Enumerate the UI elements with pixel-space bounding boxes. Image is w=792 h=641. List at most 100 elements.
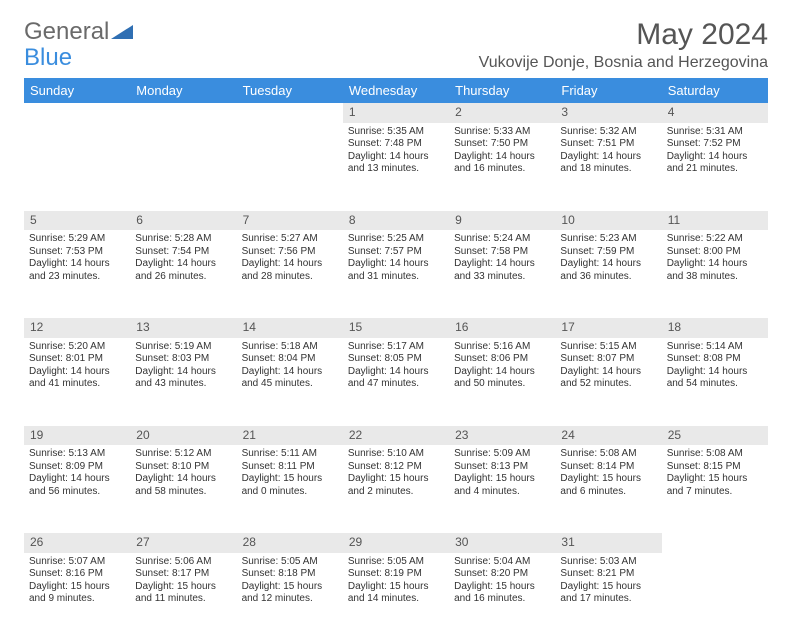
day-content-row: Sunrise: 5:29 AMSunset: 7:53 PMDaylight:… [24,230,768,318]
d1-text: Daylight: 14 hours [242,258,338,271]
sunset-text: Sunset: 7:53 PM [29,246,125,259]
day-number-cell: 6 [130,211,236,231]
day-cell: Sunrise: 5:31 AMSunset: 7:52 PMDaylight:… [662,123,768,211]
day-number-cell: 15 [343,318,449,338]
d1-text: Daylight: 15 hours [242,473,338,486]
d1-text: Daylight: 14 hours [135,366,231,379]
sunset-text: Sunset: 8:19 PM [348,568,444,581]
d2-text: and 11 minutes. [135,593,231,606]
day-number-cell: 1 [343,103,449,123]
sunset-text: Sunset: 8:14 PM [560,461,656,474]
day-cell: Sunrise: 5:25 AMSunset: 7:57 PMDaylight:… [343,230,449,318]
day-number-row: 567891011 [24,211,768,231]
sunrise-text: Sunrise: 5:05 AM [242,556,338,569]
d2-text: and 18 minutes. [560,163,656,176]
day-number-row: 19202122232425 [24,426,768,446]
day-number-cell: 21 [237,426,343,446]
day-content-row: Sunrise: 5:35 AMSunset: 7:48 PMDaylight:… [24,123,768,211]
day-cell: Sunrise: 5:35 AMSunset: 7:48 PMDaylight:… [343,123,449,211]
d2-text: and 2 minutes. [348,486,444,499]
sunset-text: Sunset: 8:08 PM [667,353,763,366]
sunrise-text: Sunrise: 5:07 AM [29,556,125,569]
logo-triangle-icon [111,18,133,46]
day-cell: Sunrise: 5:03 AMSunset: 8:21 PMDaylight:… [555,553,661,641]
sunrise-text: Sunrise: 5:33 AM [454,126,550,139]
sunset-text: Sunset: 8:01 PM [29,353,125,366]
d1-text: Daylight: 14 hours [560,151,656,164]
d1-text: Daylight: 14 hours [667,258,763,271]
d1-text: Daylight: 15 hours [454,473,550,486]
d2-text: and 43 minutes. [135,378,231,391]
day-content-row: Sunrise: 5:07 AMSunset: 8:16 PMDaylight:… [24,553,768,641]
d2-text: and 7 minutes. [667,486,763,499]
day-number-cell: 17 [555,318,661,338]
calendar-body: 1234Sunrise: 5:35 AMSunset: 7:48 PMDayli… [24,103,768,641]
d1-text: Daylight: 15 hours [29,581,125,594]
d1-text: Daylight: 14 hours [135,473,231,486]
sunset-text: Sunset: 8:03 PM [135,353,231,366]
day-cell: Sunrise: 5:27 AMSunset: 7:56 PMDaylight:… [237,230,343,318]
day-number-cell: 5 [24,211,130,231]
day-number-cell: 20 [130,426,236,446]
day-number-cell [24,103,130,123]
d2-text: and 21 minutes. [667,163,763,176]
d1-text: Daylight: 15 hours [454,581,550,594]
sunrise-text: Sunrise: 5:13 AM [29,448,125,461]
day-number-row: 262728293031 [24,533,768,553]
sunset-text: Sunset: 8:15 PM [667,461,763,474]
d1-text: Daylight: 15 hours [135,581,231,594]
d2-text: and 17 minutes. [560,593,656,606]
weekday-header: Wednesday [343,78,449,103]
sunset-text: Sunset: 8:17 PM [135,568,231,581]
sunset-text: Sunset: 7:56 PM [242,246,338,259]
day-number-cell: 22 [343,426,449,446]
day-cell [662,553,768,641]
day-cell: Sunrise: 5:19 AMSunset: 8:03 PMDaylight:… [130,338,236,426]
day-cell: Sunrise: 5:22 AMSunset: 8:00 PMDaylight:… [662,230,768,318]
sunset-text: Sunset: 8:21 PM [560,568,656,581]
d1-text: Daylight: 15 hours [667,473,763,486]
day-cell: Sunrise: 5:24 AMSunset: 7:58 PMDaylight:… [449,230,555,318]
logo-line2: Blue [24,44,72,72]
d2-text: and 31 minutes. [348,271,444,284]
sunset-text: Sunset: 8:18 PM [242,568,338,581]
sunrise-text: Sunrise: 5:20 AM [29,341,125,354]
day-number-cell: 10 [555,211,661,231]
d2-text: and 26 minutes. [135,271,231,284]
sunset-text: Sunset: 8:16 PM [29,568,125,581]
d2-text: and 52 minutes. [560,378,656,391]
sunset-text: Sunset: 7:57 PM [348,246,444,259]
d1-text: Daylight: 14 hours [667,366,763,379]
day-cell: Sunrise: 5:33 AMSunset: 7:50 PMDaylight:… [449,123,555,211]
day-cell: Sunrise: 5:12 AMSunset: 8:10 PMDaylight:… [130,445,236,533]
sunrise-text: Sunrise: 5:29 AM [29,233,125,246]
day-cell: Sunrise: 5:28 AMSunset: 7:54 PMDaylight:… [130,230,236,318]
sunrise-text: Sunrise: 5:25 AM [348,233,444,246]
d1-text: Daylight: 15 hours [242,581,338,594]
sunrise-text: Sunrise: 5:04 AM [454,556,550,569]
d2-text: and 56 minutes. [29,486,125,499]
sunrise-text: Sunrise: 5:16 AM [454,341,550,354]
day-number-cell: 11 [662,211,768,231]
weekday-header: Saturday [662,78,768,103]
d2-text: and 38 minutes. [667,271,763,284]
day-cell: Sunrise: 5:07 AMSunset: 8:16 PMDaylight:… [24,553,130,641]
day-number-cell: 12 [24,318,130,338]
d1-text: Daylight: 14 hours [29,258,125,271]
d1-text: Daylight: 15 hours [348,581,444,594]
weekday-header: Tuesday [237,78,343,103]
day-number-row: 12131415161718 [24,318,768,338]
sunset-text: Sunset: 7:51 PM [560,138,656,151]
day-cell: Sunrise: 5:10 AMSunset: 8:12 PMDaylight:… [343,445,449,533]
d2-text: and 28 minutes. [242,271,338,284]
sunset-text: Sunset: 8:09 PM [29,461,125,474]
d2-text: and 36 minutes. [560,271,656,284]
d1-text: Daylight: 14 hours [560,366,656,379]
day-number-cell: 31 [555,533,661,553]
d1-text: Daylight: 14 hours [667,151,763,164]
sunrise-text: Sunrise: 5:09 AM [454,448,550,461]
sunset-text: Sunset: 7:50 PM [454,138,550,151]
sunset-text: Sunset: 8:00 PM [667,246,763,259]
d2-text: and 33 minutes. [454,271,550,284]
logo-text-general: General [24,18,109,46]
